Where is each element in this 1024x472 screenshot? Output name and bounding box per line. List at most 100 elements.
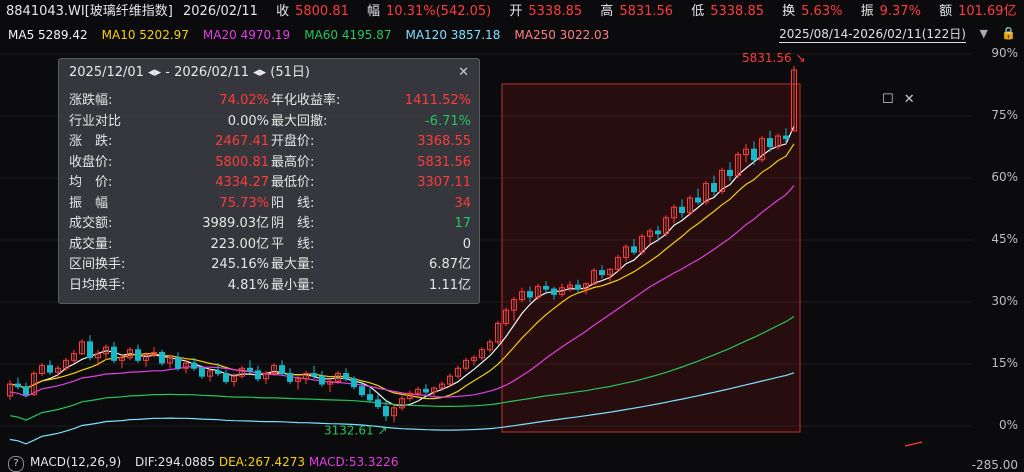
stat-row: 成交额: 3989.03亿 <box>69 214 269 234</box>
candle-body <box>111 346 117 361</box>
candle-body <box>759 138 765 161</box>
amplitude-label: 振 <box>860 4 874 19</box>
stat-value: 75.73% <box>219 195 269 211</box>
close-icon[interactable]: ✕ <box>903 92 915 107</box>
candle-body <box>415 388 421 394</box>
ma-item[interactable]: MA10 5202.97 <box>101 28 189 42</box>
y-tick-label: -285.00 <box>971 458 1018 472</box>
stat-label: 最小量: <box>271 277 315 293</box>
candle-body <box>279 365 285 375</box>
stat-label: 日均换手: <box>69 277 126 293</box>
turnover-value: 5.63% <box>801 4 843 19</box>
candle-body <box>695 197 701 203</box>
stat-value: -6.71% <box>425 113 471 129</box>
candle-body <box>655 230 661 235</box>
stat-row: 均 价: 4334.27 <box>69 173 269 193</box>
candle-body <box>151 351 157 356</box>
candle-body <box>263 373 269 380</box>
ma-item[interactable]: MA20 4970.19 <box>202 28 291 42</box>
selection-window-controls: ☐ ✕ <box>882 92 915 107</box>
candle-body <box>199 367 205 377</box>
candle-body <box>623 246 629 258</box>
candle-body <box>639 235 645 253</box>
stat-label: 年化收益率: <box>271 93 341 108</box>
low-marker: 3132.61 ↗ <box>324 423 388 437</box>
candle-body <box>511 299 517 311</box>
ma-item[interactable]: MA60 4195.87 <box>304 28 392 42</box>
stat-row: 最低价: 3307.11 <box>271 173 471 193</box>
stat-row: 涨 跌: 2467.41 <box>69 132 269 152</box>
candle-body <box>439 383 445 389</box>
y-tick-label: 45% <box>991 232 1018 246</box>
candle-body <box>23 386 29 396</box>
candle-body <box>751 148 757 161</box>
candle-body <box>15 383 21 388</box>
chevron-down-icon[interactable]: ▼ <box>979 27 988 40</box>
candle-body <box>615 256 621 270</box>
stat-row: 涨跌幅: 74.02% <box>69 91 269 111</box>
stat-value: 3307.11 <box>417 175 471 190</box>
candle-body <box>583 283 589 290</box>
candle-body <box>495 322 501 343</box>
macd-label: MACD(12,26,9) <box>30 455 122 469</box>
stat-label: 成交额: <box>69 216 113 231</box>
info-icon[interactable]: ? <box>8 456 24 472</box>
candle-body <box>487 341 493 351</box>
stat-row: 日均换手: 4.81% <box>69 276 269 296</box>
ma-item[interactable]: MA120 3857.18 <box>405 28 501 42</box>
panel-date-range[interactable]: 2025/12/01 ◂▸ - 2026/02/11 ◂▸ (51日) <box>69 65 310 80</box>
candle-body <box>143 354 149 361</box>
macd-line <box>904 441 923 447</box>
candle-body <box>591 270 597 285</box>
candle-body <box>127 349 133 359</box>
stat-label: 最大量: <box>271 257 315 272</box>
candle-body <box>183 362 189 369</box>
maximize-icon[interactable]: ☐ <box>882 92 894 107</box>
candle-body <box>671 206 677 219</box>
candle-body <box>407 392 413 400</box>
dif-value: DIF:294.0885 <box>134 455 216 469</box>
candle-body <box>719 169 725 192</box>
candle-body <box>95 353 101 359</box>
candle-body <box>551 288 557 295</box>
candle-body <box>335 373 341 382</box>
selection-box <box>501 83 801 433</box>
macd-bar: ? MACD(12,26,9) DIF:294.0885 DEA:267.4273… <box>0 452 972 472</box>
candle-body <box>103 346 109 355</box>
ma-item[interactable]: MA250 3022.03 <box>514 28 610 42</box>
candle-body <box>399 398 405 409</box>
candle-body <box>167 357 173 364</box>
candle-body <box>479 349 485 359</box>
candle-body <box>735 153 741 177</box>
candle-body <box>767 138 773 148</box>
candle-body <box>359 386 365 396</box>
candle-body <box>287 373 293 382</box>
stat-row: 平 线: 0 <box>271 235 471 255</box>
stat-label: 阳 线: <box>271 195 315 211</box>
low-value: 5338.85 <box>710 4 764 19</box>
y-tick-label: 75% <box>991 108 1018 122</box>
candle-body <box>47 365 53 373</box>
stat-row: 最高价: 5831.56 <box>271 153 471 173</box>
candle-body <box>39 365 45 375</box>
candle-body <box>791 69 797 132</box>
y-tick-label: 60% <box>991 170 1018 184</box>
candle-body <box>679 206 685 214</box>
close-icon[interactable]: ✕ <box>458 65 469 80</box>
candle-body <box>711 183 717 192</box>
candle-body <box>423 388 429 393</box>
candle-body <box>87 341 93 359</box>
stat-row: 最小量: 1.11亿 <box>271 276 471 296</box>
candle-body <box>343 373 349 380</box>
candle-body <box>207 370 213 377</box>
change-label: 幅 <box>367 4 381 19</box>
lock-icon[interactable]: 🔒 <box>1001 26 1016 40</box>
stat-label: 阴 线: <box>271 216 315 231</box>
stat-label: 平 线: <box>271 236 315 252</box>
stat-value: 4334.27 <box>215 175 269 190</box>
ma-item[interactable]: MA5 5289.42 <box>8 28 88 42</box>
candle-body <box>71 353 77 361</box>
date-range-selector[interactable]: 2025/08/14-2026/02/11(122日) <box>779 27 966 43</box>
y-axis: 90% 75% 60% 45% 30% 15% 0% -285.00 <box>972 46 1024 472</box>
amount-label: 额 <box>939 4 953 19</box>
